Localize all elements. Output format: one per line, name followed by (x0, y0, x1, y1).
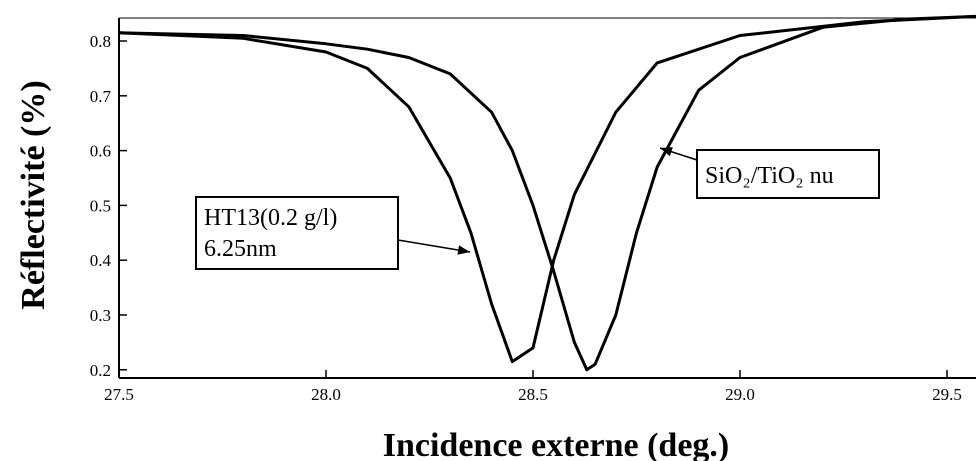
x-axis-label: Incidence externe (deg.) (383, 427, 730, 461)
x-tick-label: 28.5 (518, 385, 548, 404)
y-tick-label: 0.6 (90, 142, 111, 161)
x-tick-label: 29.0 (725, 385, 755, 404)
annotation-box (696, 149, 880, 199)
series-line (118, 14, 976, 372)
series-line (118, 14, 976, 364)
y-tick-label: 0.8 (90, 32, 111, 51)
y-axis-label: Réflectivité (%) (15, 80, 52, 309)
x-tick-label: 28.0 (311, 385, 341, 404)
y-tick-label: 0.7 (90, 87, 112, 106)
y-tick-label: 0.5 (90, 196, 111, 215)
x-tick-label: 29.5 (932, 385, 962, 404)
y-tick-label: 0.2 (90, 361, 111, 380)
y-tick-label: 0.4 (90, 251, 112, 270)
annotation: 6.25nm (204, 236, 277, 262)
annotation: HT13(0.2 g/l) (204, 205, 337, 231)
arrow (397, 239, 471, 255)
x-tick-label: 27.5 (104, 385, 134, 404)
y-tick-label: 0.3 (90, 306, 111, 325)
arrow (659, 147, 698, 161)
annotation-box (195, 196, 399, 270)
annotation: SiO₂/TiO₂ nu (705, 163, 834, 189)
